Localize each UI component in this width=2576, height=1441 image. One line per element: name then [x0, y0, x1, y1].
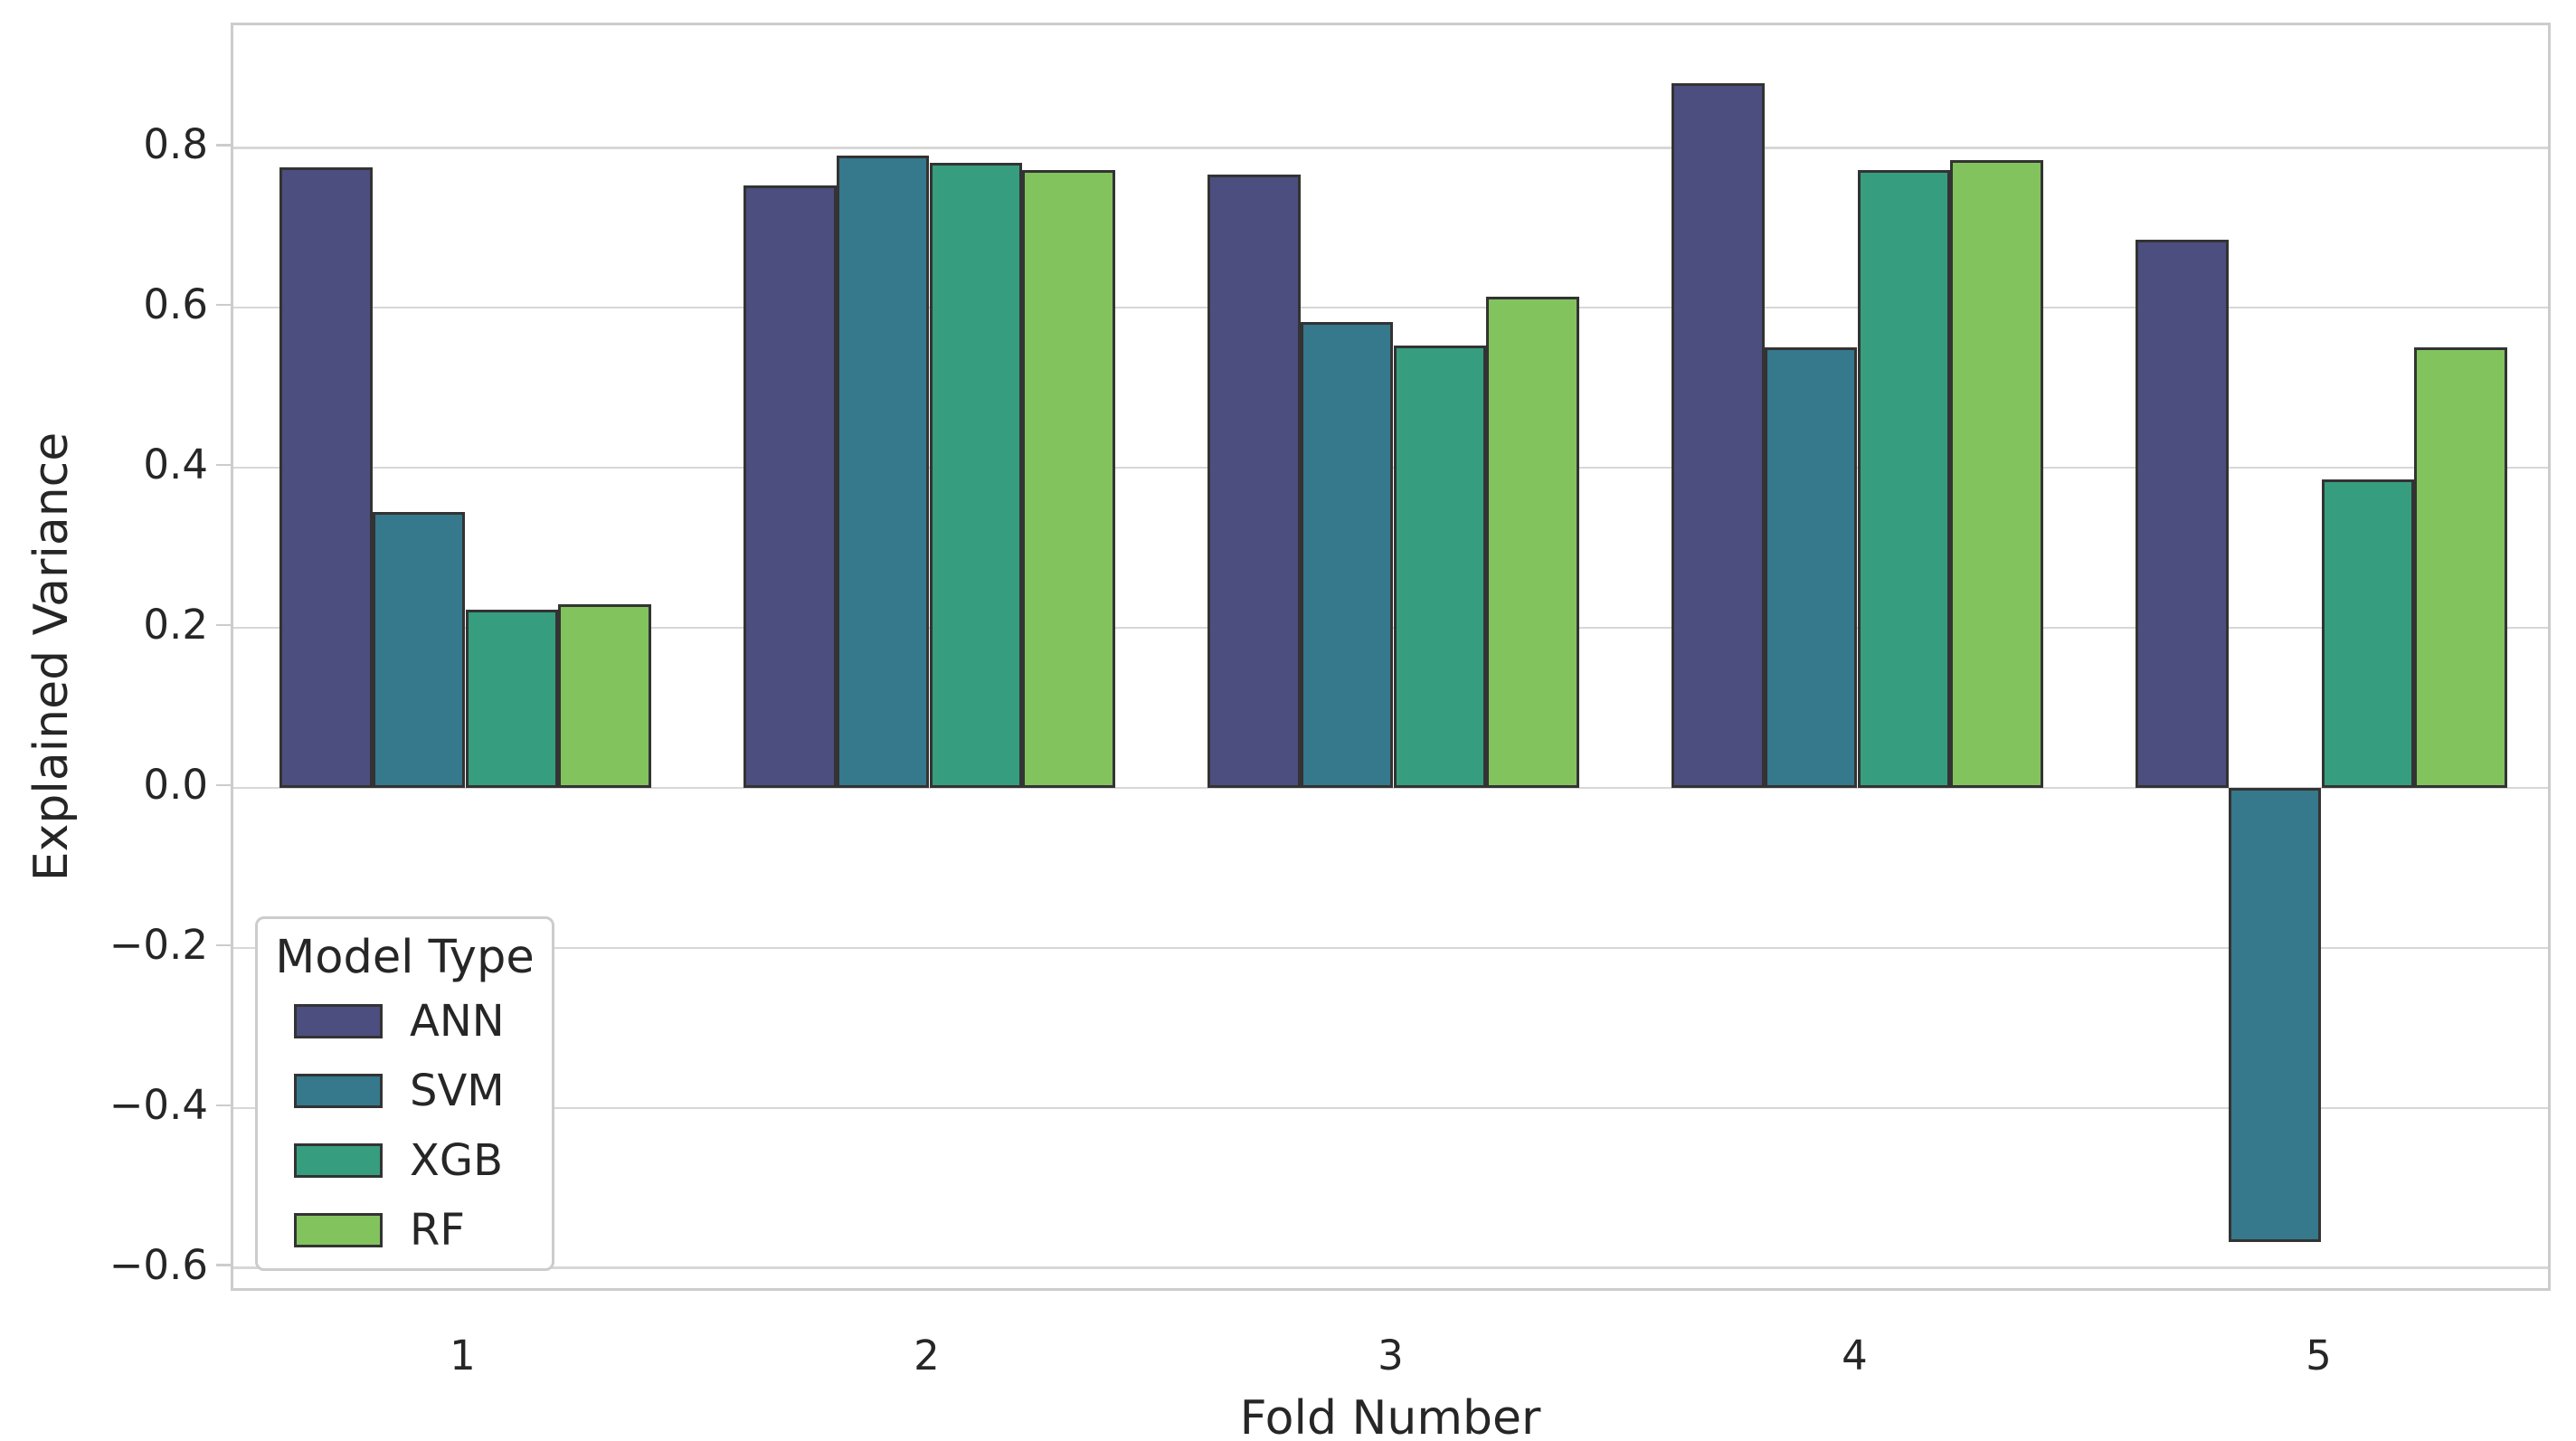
- bar-svm-fold4: [1764, 346, 1858, 788]
- bar-xgb-fold4: [1857, 170, 1951, 788]
- legend-entry-xgb: XGB: [258, 1125, 552, 1195]
- bar-xgb-fold3: [1393, 345, 1487, 788]
- bar-rf-fold1: [558, 604, 651, 788]
- gridline: [233, 1266, 2548, 1269]
- bar-ann-fold2: [743, 185, 837, 788]
- y-tick-mark: [216, 303, 231, 307]
- legend-entry-label: RF: [410, 1204, 465, 1256]
- bar-xgb-fold5: [2321, 479, 2415, 788]
- gridline: [233, 306, 2548, 309]
- legend-entries: ANN SVM XGB RF: [258, 986, 552, 1265]
- bar-rf-fold3: [1486, 296, 1579, 788]
- bar-ann-fold4: [1672, 82, 1765, 788]
- bar-svm-fold5: [2228, 787, 2322, 1243]
- x-tick-label: 1: [450, 1332, 476, 1379]
- y-tick-mark: [216, 1104, 231, 1107]
- y-tick-label: 0.6: [143, 280, 208, 329]
- legend-swatch-xgb: [294, 1142, 383, 1178]
- legend-swatch-ann: [294, 1003, 383, 1038]
- y-tick-mark: [216, 783, 231, 787]
- bar-xgb-fold1: [465, 609, 559, 788]
- x-axis-title: Fold Number: [1239, 1391, 1541, 1441]
- legend-entry-svm: SVM: [258, 1056, 552, 1125]
- bar-svm-fold3: [1300, 322, 1394, 788]
- y-tick-label: 0.4: [143, 441, 208, 489]
- legend-entry-label: ANN: [410, 995, 505, 1047]
- y-tick-mark: [216, 144, 231, 147]
- y-tick-mark: [216, 623, 231, 627]
- y-tick-label: 0.8: [143, 120, 208, 169]
- y-tick-label: 0.0: [143, 760, 208, 809]
- x-tick-label: 4: [1842, 1332, 1868, 1379]
- gridline: [233, 946, 2548, 950]
- bar-rf-fold5: [2414, 347, 2507, 788]
- legend-swatch-svm: [294, 1073, 383, 1108]
- plot-area: [231, 23, 2551, 1291]
- legend-title: Model Type: [275, 931, 535, 984]
- bar-ann-fold1: [279, 166, 373, 788]
- x-tick-label: 2: [914, 1332, 940, 1379]
- legend-entry-ann: ANN: [258, 986, 552, 1056]
- legend: Model Type ANN SVM XGB RF: [255, 916, 554, 1271]
- y-tick-mark: [216, 1264, 231, 1266]
- legend-entry-rf: RF: [258, 1195, 552, 1265]
- y-tick-mark: [216, 463, 231, 467]
- gridline: [233, 147, 2548, 149]
- y-tick-label: 0.2: [143, 601, 208, 649]
- bar-ann-fold3: [1208, 174, 1301, 788]
- y-axis-title: Explained Variance: [24, 431, 79, 882]
- legend-entry-label: SVM: [410, 1065, 505, 1116]
- bar-xgb-fold2: [929, 163, 1023, 788]
- bar-rf-fold4: [1950, 159, 2043, 788]
- bar-svm-fold2: [836, 156, 930, 788]
- y-tick-label: −0.4: [109, 1080, 208, 1129]
- x-tick-label: 3: [1378, 1332, 1404, 1379]
- legend-swatch-rf: [294, 1212, 383, 1247]
- bar-rf-fold2: [1022, 170, 1115, 788]
- legend-entry-label: XGB: [410, 1134, 504, 1186]
- x-tick-label: 5: [2306, 1332, 2332, 1379]
- y-tick-label: −0.2: [109, 920, 208, 969]
- gridline: [233, 1106, 2548, 1110]
- y-tick-label: −0.6: [109, 1240, 208, 1289]
- bar-svm-fold1: [372, 511, 466, 788]
- y-tick-mark: [216, 943, 231, 947]
- bar-ann-fold5: [2136, 240, 2229, 788]
- gridline: [233, 786, 2548, 790]
